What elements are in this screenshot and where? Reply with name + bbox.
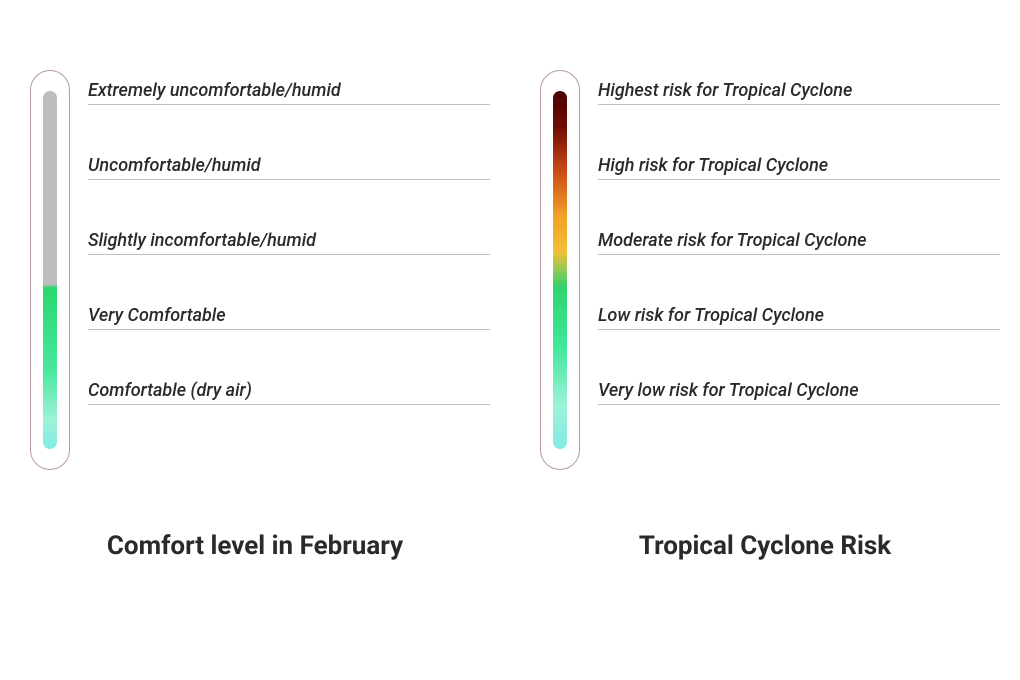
cyclone-level-2-label: Moderate risk for Tropical Cyclone	[598, 230, 1000, 254]
underline	[88, 104, 490, 105]
comfort-level-0-label: Extremely uncomfortable/humid	[88, 80, 490, 104]
underline	[598, 329, 1000, 330]
comfort-level-4-label: Comfortable (dry air)	[88, 380, 490, 404]
comfort-tube	[30, 70, 70, 470]
comfort-level-2-label: Slightly incomfortable/humid	[88, 230, 490, 254]
cyclone-level-2: Moderate risk for Tropical Cyclone	[598, 230, 1000, 255]
underline	[598, 104, 1000, 105]
cyclone-level-1-label: High risk for Tropical Cyclone	[598, 155, 1000, 179]
cyclone-labels: Highest risk for Tropical Cyclone High r…	[598, 70, 1000, 470]
comfort-level-1-label: Uncomfortable/humid	[88, 155, 490, 179]
cyclone-tube	[540, 70, 580, 470]
comfort-labels: Extremely uncomfortable/humid Uncomforta…	[88, 70, 490, 470]
cyclone-level-1: High risk for Tropical Cyclone	[598, 155, 1000, 180]
comfort-gauge-block: Extremely uncomfortable/humid Uncomforta…	[20, 70, 490, 563]
cyclone-level-3: Low risk for Tropical Cyclone	[598, 305, 1000, 330]
comfort-gauge-row: Extremely uncomfortable/humid Uncomforta…	[20, 70, 490, 470]
comfort-title: Comfort level in February	[107, 530, 403, 563]
comfort-level-4: Comfortable (dry air)	[88, 380, 490, 405]
infographic-container: Extremely uncomfortable/humid Uncomforta…	[0, 0, 1020, 680]
comfort-tube-fill	[43, 91, 57, 449]
underline	[88, 179, 490, 180]
comfort-level-3-label: Very Comfortable	[88, 305, 490, 329]
comfort-level-0: Extremely uncomfortable/humid	[88, 80, 490, 105]
cyclone-title: Tropical Cyclone Risk	[639, 530, 891, 563]
cyclone-level-4-label: Very low risk for Tropical Cyclone	[598, 380, 1000, 404]
cyclone-level-3-label: Low risk for Tropical Cyclone	[598, 305, 1000, 329]
cyclone-level-4: Very low risk for Tropical Cyclone	[598, 380, 1000, 405]
underline	[598, 404, 1000, 405]
underline	[88, 329, 490, 330]
comfort-level-3: Very Comfortable	[88, 305, 490, 330]
comfort-level-1: Uncomfortable/humid	[88, 155, 490, 180]
underline	[88, 404, 490, 405]
underline	[598, 254, 1000, 255]
underline	[88, 254, 490, 255]
cyclone-tube-fill	[553, 91, 567, 449]
comfort-level-2: Slightly incomfortable/humid	[88, 230, 490, 255]
cyclone-level-0-label: Highest risk for Tropical Cyclone	[598, 80, 1000, 104]
cyclone-level-0: Highest risk for Tropical Cyclone	[598, 80, 1000, 105]
cyclone-gauge-row: Highest risk for Tropical Cyclone High r…	[530, 70, 1000, 470]
underline	[598, 179, 1000, 180]
cyclone-gauge-block: Highest risk for Tropical Cyclone High r…	[530, 70, 1000, 563]
